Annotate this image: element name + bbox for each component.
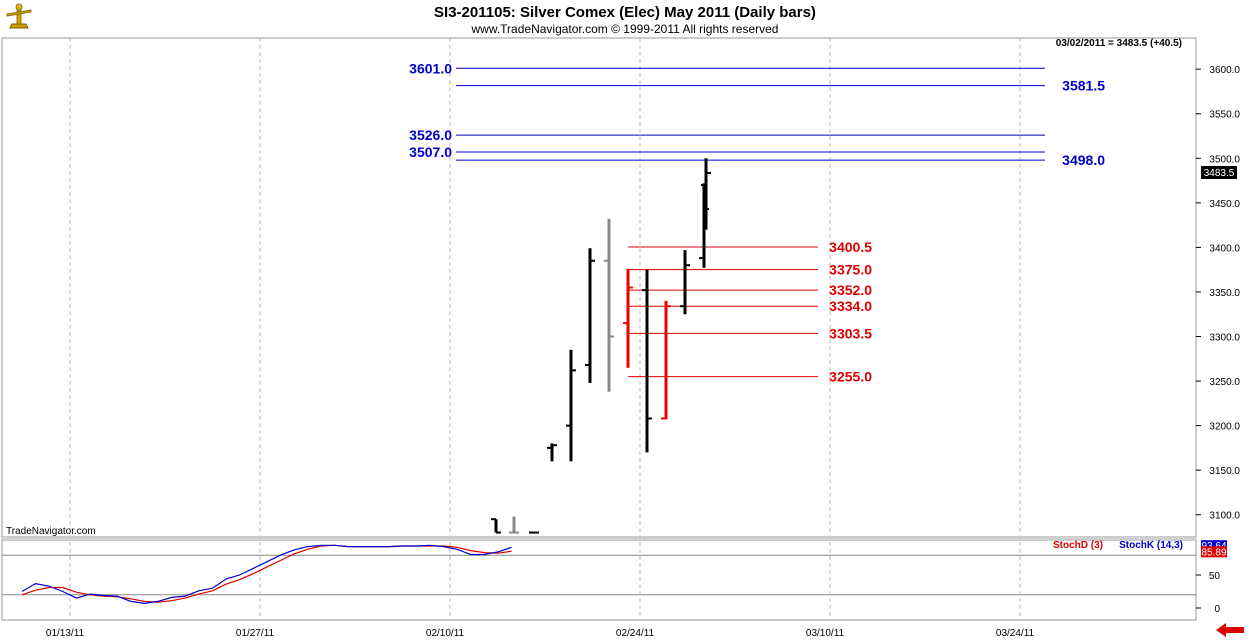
date-tick-label: 02/24/11 xyxy=(616,628,655,639)
blue-level-label: 3601.0 xyxy=(409,60,452,76)
price-tick-label: 3300.0 xyxy=(1209,333,1240,344)
red-level-label: 3255.0 xyxy=(829,369,872,385)
ohlc-bar xyxy=(566,349,576,462)
last-price-tag xyxy=(1201,165,1237,179)
ohlc-bar xyxy=(509,516,519,534)
price-tick-label: 3150.0 xyxy=(1209,466,1240,477)
chart-title: SI3-201105: Silver Comex (Elec) May 2011… xyxy=(434,4,816,21)
gridlines xyxy=(69,38,1021,620)
panel-separator[interactable] xyxy=(2,537,1196,540)
price-tick-label: 3200.0 xyxy=(1209,422,1240,433)
price-tick-label: 3600.0 xyxy=(1209,65,1240,76)
price-tick-label: 3350.0 xyxy=(1209,288,1240,299)
last-quote-text: 03/02/2011 = 3483.5 (+40.5) xyxy=(1056,38,1182,49)
date-tick-label: 02/10/11 xyxy=(426,628,465,639)
ohlc-bar xyxy=(642,269,652,453)
date-tick-label: 03/10/11 xyxy=(806,628,845,639)
ohlc-bar xyxy=(661,300,671,420)
copyright-text: www.TradeNavigator.com © 1999-2011 All r… xyxy=(471,22,779,36)
stoch-d-tag xyxy=(1201,546,1227,558)
date-axis: 01/13/11 01/27/11 02/10/11 02/24/11 03/10/11… xyxy=(46,628,1035,639)
ohlc-bar xyxy=(491,518,501,534)
price-tick-label: 3250.0 xyxy=(1209,377,1240,388)
ohlc-bar xyxy=(701,158,711,230)
stoch-k-legend[interactable]: StochK (14,3) xyxy=(1119,540,1183,551)
scroll-left-arrow-icon[interactable] xyxy=(1214,620,1248,641)
last-price-label: 3483.5 xyxy=(1204,168,1235,179)
blue-level-label: 3507.0 xyxy=(409,144,452,160)
ohlc-bar xyxy=(604,218,614,392)
red-level-label: 3400.5 xyxy=(829,239,872,255)
stoch-d-legend[interactable]: StochD (3) xyxy=(1053,540,1103,551)
red-level-label: 3303.5 xyxy=(829,325,872,341)
price-tick-label: 3500.0 xyxy=(1209,154,1240,165)
watermark-text: TradeNavigator.com xyxy=(6,526,96,537)
stochastic-panel: 50093.6485.89 xyxy=(2,540,1227,615)
stoch-tick-label: 50 xyxy=(1209,571,1221,582)
price-bars xyxy=(491,158,711,534)
ohlc-bar xyxy=(547,443,557,462)
date-tick-label: 01/27/11 xyxy=(236,628,275,639)
price-tick-label: 3450.0 xyxy=(1209,199,1240,210)
blue-level-label: 3581.5 xyxy=(1062,78,1105,94)
date-tick-label: 03/24/11 xyxy=(996,628,1035,639)
stoch-tick-label: 0 xyxy=(1214,604,1220,615)
red-level-label: 3334.0 xyxy=(829,298,872,314)
price-tick-label: 3100.0 xyxy=(1209,511,1240,522)
red-level-label: 3352.0 xyxy=(829,282,872,298)
ohlc-bar xyxy=(680,250,690,315)
blue-level-label: 3526.0 xyxy=(409,127,452,143)
stoch-k-line xyxy=(21,544,512,605)
blue-level-label: 3498.0 xyxy=(1062,152,1105,168)
red-level-label: 3375.0 xyxy=(829,262,872,278)
ohlc-bar xyxy=(585,248,595,383)
price-tick-label: 3400.0 xyxy=(1209,243,1240,254)
price-tick-label: 3550.0 xyxy=(1209,110,1240,121)
price-axis: 3100.0 3150.0 3200.0 3250.0 3300.0 3350.0 3400… xyxy=(1196,65,1240,522)
ohlc-bar xyxy=(623,268,633,368)
trade-navigator-logo-icon[interactable] xyxy=(4,2,34,32)
stoch-k-tag xyxy=(1201,540,1227,552)
stoch-d-value: 85.89 xyxy=(1201,547,1226,558)
date-tick-label: 01/13/11 xyxy=(46,628,85,639)
